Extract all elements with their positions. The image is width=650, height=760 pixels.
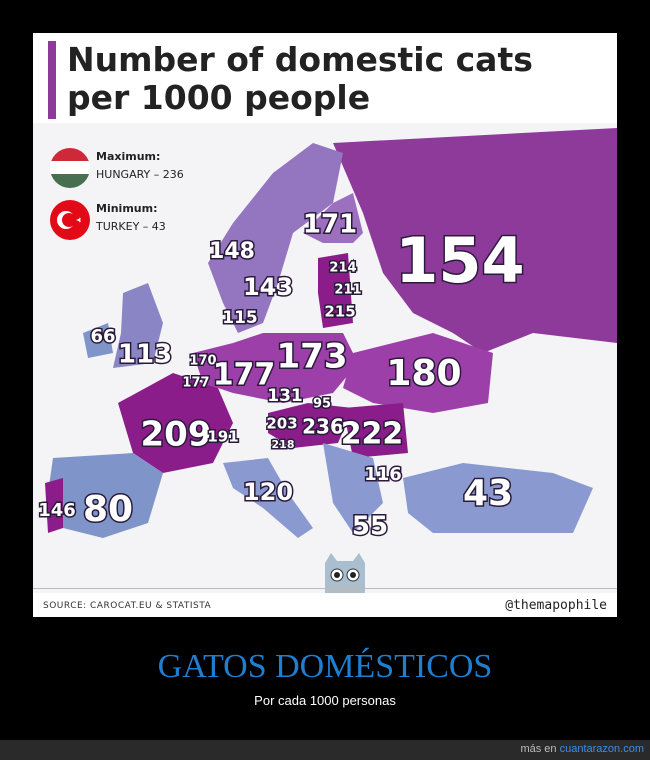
hungary-region [268,403,353,448]
turkey-flag [50,200,90,240]
credit: @themapophile [505,598,607,613]
italy [223,458,313,538]
map-value-label: 170 [189,354,216,369]
map-value-label: 218 [272,438,295,451]
france [118,373,233,473]
map-value-label: 203 [266,415,297,433]
russia [333,128,617,353]
map-value-label: 143 [243,273,293,301]
map-value-label: 95 [313,397,331,412]
map-value-label: 211 [334,283,361,298]
central-europe [193,333,358,403]
ireland [83,323,113,358]
title-bar [48,41,56,119]
map-value-label: 222 [341,417,404,452]
legend-max-value: HUNGARY – 236 [96,168,184,181]
map-value-label: 113 [118,340,172,370]
caption-title: GATOS DOMÉSTICOS [157,648,493,685]
map-value-label: 66 [90,326,115,347]
portugal [45,478,63,533]
map-value-label: 131 [267,386,303,406]
map-value-label: 177 [213,358,276,393]
map-value-label: 180 [386,353,461,394]
hungary-flag [50,148,90,188]
footer-prefix: más en [520,743,557,755]
map-value-label: 171 [303,210,357,240]
map-value-label: 215 [324,303,355,321]
romania [343,403,408,458]
map-value-label: 116 [364,464,402,485]
map-value-label: 43 [463,473,513,514]
map-value-label: 80 [83,489,133,530]
caption-subtitle: Por cada 1000 personas [254,693,396,708]
scandinavia [208,143,343,333]
legend-min-label: Minimum: [96,202,158,215]
map-value-label: 148 [209,239,255,264]
source: SOURCE: CAROCAT.EU & STATISTA [43,601,212,611]
finland [303,193,363,243]
ukraine [343,333,493,413]
map-value-label: 115 [222,308,258,328]
footer: más en cuantarazon.com [0,740,650,760]
map-value-label: 209 [141,415,212,455]
map-card: 154 171 214 211 215 148 143 115 66 113 170 177 177 17… [33,33,617,617]
spain [48,453,163,538]
title: Number of domestic cats per 1000 people [67,40,533,117]
cat-icon [325,553,365,593]
legend-min-value: TURKEY – 43 [96,220,166,233]
baltics [318,253,353,328]
map-value-label: 154 [395,224,524,297]
separator [33,588,617,589]
map-value-label: 120 [243,478,293,506]
uk [113,283,163,368]
map-value-label: 236 [302,415,344,439]
map-value-label: 55 [352,512,388,542]
footer-link[interactable]: cuantarazon.com [559,743,644,755]
map-value-label: 214 [329,261,356,276]
map-value-label: 177 [182,376,209,391]
footer-text: más en cuantarazon.com [520,743,644,755]
map-value-label: 191 [207,428,238,446]
map-value-label: 173 [277,337,348,377]
balkans [323,443,383,533]
legend-max-label: Maximum: [96,150,161,163]
map-value-label: 146 [38,500,76,521]
turkey [403,463,593,533]
